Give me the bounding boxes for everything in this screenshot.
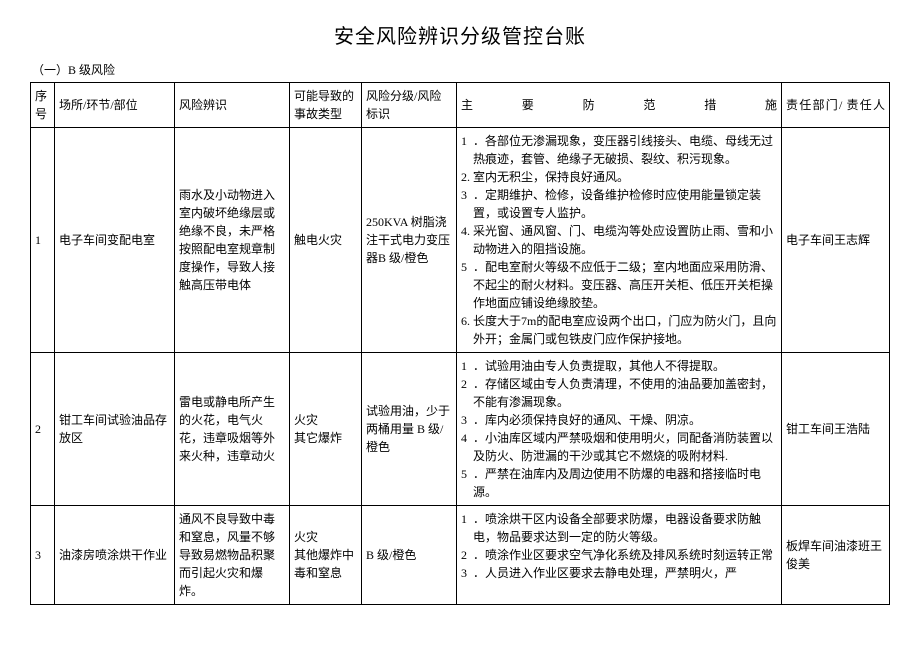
table-row: 2钳工车间试验油品存放区雷电或静电所产生的火花，电气火花，违章吸烟等外来火种，违… — [31, 353, 890, 506]
section-subtitle: （一）B 级风险 — [32, 61, 890, 78]
measure-text: ．人员进入作业区要求去静电处理，严禁明火，严 — [473, 564, 777, 582]
measure-text: ．喷涂烘干区内设备全部要求防爆，电器设备要求防触电，物品要求达到一定的防火等级。 — [473, 510, 777, 546]
measure-text: 采光窗、通风窗、门、电缆沟等处应设置防止雨、雪和小动物进入的阻挡设施。 — [473, 222, 777, 258]
measure-item: 5．配电室耐火等级不应低于二级；室内地面应采用防滑、不起尘的耐火材料。变压器、高… — [461, 258, 777, 312]
table-row: 3油漆房喷涂烘干作业通风不良导致中毒和窒息，风量不够导致易燃物品积聚而引起火灾和… — [31, 506, 890, 605]
cell-level: 试验用油，少于两桶用量 B 级/橙色 — [362, 353, 457, 506]
measure-item: 3．定期维护、检修，设备维护检修时应使用能量锁定装置，或设置专人监护。 — [461, 186, 777, 222]
cell-location: 电子车间变配电室 — [55, 128, 175, 353]
measure-text: 室内无积尘，保持良好通风。 — [473, 168, 777, 186]
col-resp: 责任部门/ 责任人 — [782, 83, 890, 128]
risk-table: 序号 场所/环节/部位 风险辨识 可能导致的事故类型 风险分级/风险标识 主要防… — [30, 82, 890, 605]
measure-item: 5．严禁在油库内及周边使用不防爆的电器和搭接临时电源。 — [461, 465, 777, 501]
cell-risk: 通风不良导致中毒和窒息，风量不够导致易燃物品积聚而引起火灾和爆炸。 — [175, 506, 290, 605]
cell-risk: 雨水及小动物进入室内破坏绝缘层或绝缘不良，未严格按照配电室规章制度操作，导致人接… — [175, 128, 290, 353]
measure-text: ．库内必须保持良好的通风、干燥、阴凉。 — [473, 411, 777, 429]
cell-measure: 1．喷涂烘干区内设备全部要求防爆，电器设备要求防触电，物品要求达到一定的防火等级… — [457, 506, 782, 605]
cell-level: B 级/橙色 — [362, 506, 457, 605]
measure-item: 6.长度大于7m的配电室应设两个出口，门应为防火门，且向外开；金属门或包铁皮门应… — [461, 312, 777, 348]
measure-item: 3．库内必须保持良好的通风、干燥、阴凉。 — [461, 411, 777, 429]
measure-text: ．存储区域由专人负责清理，不使用的油品要加盖密封，不能有渗漏现象。 — [473, 375, 777, 411]
measure-item: 2．喷涂作业区要求空气净化系统及排风系统时刻运转正常 — [461, 546, 777, 564]
measure-text: ．试验用油由专人负责提取，其他人不得提取。 — [473, 357, 777, 375]
measure-item: 4．小油库区域内严禁吸烟和使用明火，同配备消防装置以及防火、防泄漏的干沙或其它不… — [461, 429, 777, 465]
measure-item: 3．人员进入作业区要求去静电处理，严禁明火，严 — [461, 564, 777, 582]
cell-type: 火灾 其它爆炸 — [290, 353, 362, 506]
col-risk: 风险辨识 — [175, 83, 290, 128]
page-title: 安全风险辨识分级管控台账 — [30, 20, 890, 49]
col-location: 场所/环节/部位 — [55, 83, 175, 128]
measure-number: 4. — [461, 222, 473, 258]
measure-item: 1．试验用油由专人负责提取，其他人不得提取。 — [461, 357, 777, 375]
measure-item: 2．存储区域由专人负责清理，不使用的油品要加盖密封，不能有渗漏现象。 — [461, 375, 777, 411]
col-seq: 序号 — [31, 83, 55, 128]
measure-text: ．小油库区域内严禁吸烟和使用明火，同配备消防装置以及防火、防泄漏的干沙或其它不燃… — [473, 429, 777, 465]
measure-text: ．喷涂作业区要求空气净化系统及排风系统时刻运转正常 — [473, 546, 777, 564]
cell-level: 250KVA 树脂浇注干式电力变压器B 级/橙色 — [362, 128, 457, 353]
table-header-row: 序号 场所/环节/部位 风险辨识 可能导致的事故类型 风险分级/风险标识 主要防… — [31, 83, 890, 128]
measure-text: ．配电室耐火等级不应低于二级；室内地面应采用防滑、不起尘的耐火材料。变压器、高压… — [473, 258, 777, 312]
measure-number: 1 — [461, 132, 473, 168]
measure-number: 3 — [461, 564, 473, 582]
measure-item: 1．喷涂烘干区内设备全部要求防爆，电器设备要求防触电，物品要求达到一定的防火等级… — [461, 510, 777, 546]
cell-type: 触电火灾 — [290, 128, 362, 353]
cell-seq: 2 — [31, 353, 55, 506]
col-type: 可能导致的事故类型 — [290, 83, 362, 128]
col-level: 风险分级/风险标识 — [362, 83, 457, 128]
cell-location: 钳工车间试验油品存放区 — [55, 353, 175, 506]
cell-measure: 1．各部位无渗漏现象，变压器引线接头、电缆、母线无过热痕迹，套管、绝缘子无破损、… — [457, 128, 782, 353]
measure-number: 5 — [461, 465, 473, 501]
measure-item: 1．各部位无渗漏现象，变压器引线接头、电缆、母线无过热痕迹，套管、绝缘子无破损、… — [461, 132, 777, 168]
measure-text: ．各部位无渗漏现象，变压器引线接头、电缆、母线无过热痕迹，套管、绝缘子无破损、裂… — [473, 132, 777, 168]
col-measure: 主要防范措施 — [457, 83, 782, 128]
measure-number: 4 — [461, 429, 473, 465]
measure-number: 2 — [461, 546, 473, 564]
cell-risk: 雷电或静电所产生的火花，电气火花，违章吸烟等外来火种，违章动火 — [175, 353, 290, 506]
measure-number: 1 — [461, 357, 473, 375]
cell-resp: 电子车间王志辉 — [782, 128, 890, 353]
measure-number: 5 — [461, 258, 473, 312]
measure-number: 3 — [461, 186, 473, 222]
measure-text: 长度大于7m的配电室应设两个出口，门应为防火门，且向外开；金属门或包铁皮门应作保… — [473, 312, 777, 348]
cell-seq: 3 — [31, 506, 55, 605]
cell-measure: 1．试验用油由专人负责提取，其他人不得提取。2．存储区域由专人负责清理，不使用的… — [457, 353, 782, 506]
table-body: 1电子车间变配电室雨水及小动物进入室内破坏绝缘层或绝缘不良，未严格按照配电室规章… — [31, 128, 890, 605]
measure-number: 2 — [461, 375, 473, 411]
cell-type: 火灾 其他爆炸中毒和窒息 — [290, 506, 362, 605]
measure-number: 3 — [461, 411, 473, 429]
measure-text: ．定期维护、检修，设备维护检修时应使用能量锁定装置，或设置专人监护。 — [473, 186, 777, 222]
table-row: 1电子车间变配电室雨水及小动物进入室内破坏绝缘层或绝缘不良，未严格按照配电室规章… — [31, 128, 890, 353]
measure-item: 4.采光窗、通风窗、门、电缆沟等处应设置防止雨、雪和小动物进入的阻挡设施。 — [461, 222, 777, 258]
measure-text: ．严禁在油库内及周边使用不防爆的电器和搭接临时电源。 — [473, 465, 777, 501]
measure-number: 2. — [461, 168, 473, 186]
measure-number: 6. — [461, 312, 473, 348]
cell-resp: 钳工车间王浩陆 — [782, 353, 890, 506]
cell-location: 油漆房喷涂烘干作业 — [55, 506, 175, 605]
measure-item: 2.室内无积尘，保持良好通风。 — [461, 168, 777, 186]
measure-number: 1 — [461, 510, 473, 546]
cell-seq: 1 — [31, 128, 55, 353]
cell-resp: 板焊车间油漆班王俊美 — [782, 506, 890, 605]
